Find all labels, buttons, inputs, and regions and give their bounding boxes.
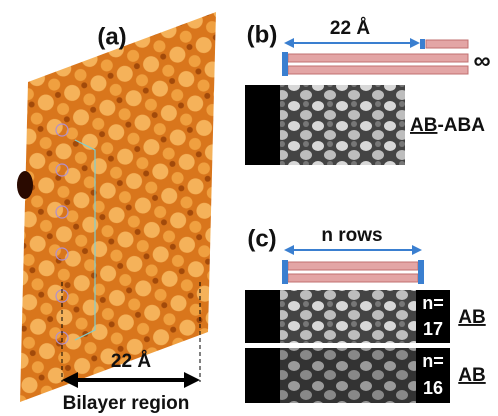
ribbon	[288, 274, 418, 282]
arrow-head	[284, 38, 294, 48]
edge	[282, 260, 288, 284]
arrow-head	[284, 245, 294, 255]
arrow-head	[410, 38, 420, 48]
arrow-head	[184, 372, 200, 388]
edge	[418, 260, 424, 284]
scale-label: 22 Å	[111, 351, 151, 372]
panel-label: (b)	[247, 21, 278, 48]
arrow-head	[412, 245, 422, 255]
ribbon	[288, 54, 468, 62]
vacuum	[245, 290, 280, 343]
stm-image	[20, 12, 216, 402]
ribbon	[288, 66, 468, 74]
ribbon	[288, 262, 418, 270]
defect	[17, 171, 33, 199]
figure: (a) 22 Å Bilayer region (b) 22 Å ∞ AB-AB…	[0, 0, 498, 416]
panel-label: (a)	[97, 23, 126, 50]
n-prefix: n=	[422, 351, 444, 371]
stacking-label: AB-ABA	[410, 115, 485, 136]
stacking-label: AB	[458, 307, 485, 328]
n-value: 16	[423, 378, 443, 398]
edge	[282, 52, 288, 76]
ribbon	[426, 40, 468, 48]
infinity: ∞	[473, 47, 490, 74]
stacking-underlined: AB	[410, 115, 437, 136]
stacking-label: AB	[458, 365, 485, 386]
n-value: 17	[423, 319, 443, 339]
width-label: n rows	[321, 225, 382, 246]
caption: Bilayer region	[63, 393, 190, 414]
edge	[420, 39, 425, 49]
page: (a) 22 Å Bilayer region (b) 22 Å ∞ AB-AB…	[0, 0, 498, 416]
panel-label: (c)	[247, 225, 276, 252]
vacuum	[245, 85, 280, 165]
vacuum	[245, 348, 280, 403]
stacking-rest: -ABA	[437, 115, 485, 136]
n-prefix: n=	[422, 293, 444, 313]
scale-label: 22 Å	[330, 18, 370, 39]
